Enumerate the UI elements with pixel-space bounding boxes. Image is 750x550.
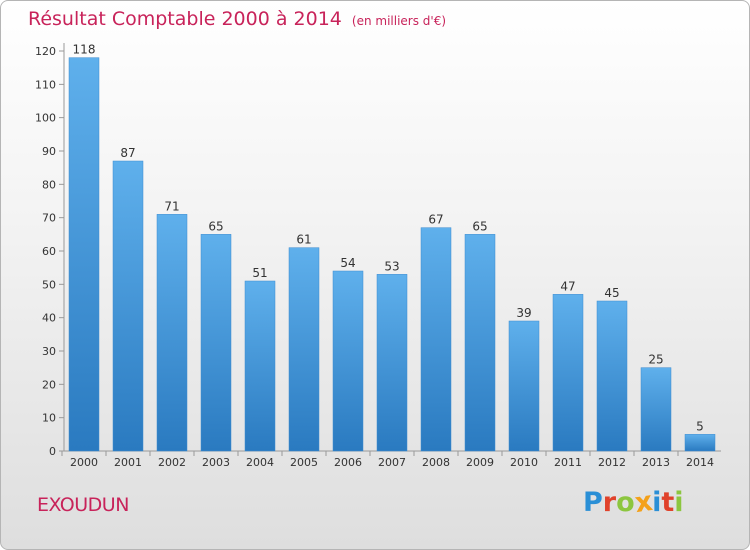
data-label-2009: 65: [472, 219, 487, 233]
logo-letter: r: [602, 487, 617, 518]
y-tick-label: 90: [42, 145, 56, 158]
y-tick-label: 80: [42, 178, 56, 191]
y-tick-label: 60: [42, 245, 56, 258]
title-unit: (en milliers d'€): [351, 14, 447, 28]
x-tick-label-2009: 2009: [466, 456, 494, 469]
y-tick-label: 20: [42, 378, 56, 391]
data-label-2002: 71: [164, 199, 179, 213]
town-name: EXOUDUN: [37, 494, 129, 516]
x-tick-label-2007: 2007: [378, 456, 406, 469]
bar-2008[interactable]: [420, 227, 452, 452]
data-label-2008: 67: [428, 213, 443, 227]
data-label-2007: 53: [384, 259, 399, 273]
x-tick-label-2006: 2006: [334, 456, 362, 469]
y-tick-label: 110: [35, 78, 56, 91]
data-label-2000: 118: [73, 43, 96, 57]
bar-2014[interactable]: [684, 434, 716, 452]
logo-letter: x: [632, 485, 655, 520]
x-tick-label-2005: 2005: [290, 456, 318, 469]
logo-letter: P: [583, 487, 603, 518]
bar-2005[interactable]: [288, 247, 320, 452]
x-tick-label-2002: 2002: [158, 456, 186, 469]
bar-2001[interactable]: [112, 160, 144, 452]
bar-2009[interactable]: [464, 234, 496, 452]
x-tick-label-2010: 2010: [510, 456, 538, 469]
data-label-2011: 47: [560, 279, 575, 293]
x-tick-label-2008: 2008: [422, 456, 450, 469]
bar-2002[interactable]: [156, 214, 188, 452]
data-label-2001: 87: [120, 146, 135, 160]
data-label-2005: 61: [296, 233, 311, 247]
y-tick-label: 0: [49, 445, 56, 458]
x-tick-label-2014: 2014: [686, 456, 714, 469]
x-tick-label-2003: 2003: [202, 456, 230, 469]
x-tick-label-2012: 2012: [598, 456, 626, 469]
bar-2010[interactable]: [508, 320, 540, 452]
data-label-2010: 39: [516, 306, 531, 320]
bar-2012[interactable]: [596, 300, 628, 452]
chart-title: Résultat Comptable 2000 à 2014 (en millie…: [28, 8, 446, 30]
bar-2007[interactable]: [376, 274, 408, 452]
logo-letter: o: [616, 487, 635, 518]
y-tick-label: 10: [42, 412, 56, 425]
data-label-2013: 25: [648, 353, 663, 367]
data-label-2006: 54: [340, 256, 355, 270]
data-label-2003: 65: [208, 219, 223, 233]
proxiti-logo[interactable]: Proxiti: [583, 485, 684, 520]
y-tick-label: 30: [42, 345, 56, 358]
logo-letter: i: [674, 487, 684, 518]
bar-2004[interactable]: [244, 280, 276, 452]
x-tick-label-2011: 2011: [554, 456, 582, 469]
data-label-2014: 5: [696, 419, 704, 433]
y-tick-label: 100: [35, 112, 56, 125]
y-tick-label: 50: [42, 278, 56, 291]
bar-2006[interactable]: [332, 270, 364, 452]
bar-2013[interactable]: [640, 367, 672, 452]
x-tick-label-2001: 2001: [114, 456, 142, 469]
x-tick-label-2000: 2000: [70, 456, 98, 469]
data-label-2004: 51: [252, 266, 267, 280]
logo-letter: t: [661, 487, 675, 518]
bar-2011[interactable]: [552, 294, 584, 452]
y-tick-label: 40: [42, 312, 56, 325]
title-text: Résultat Comptable 2000 à 2014: [28, 8, 342, 30]
x-tick-label-2004: 2004: [246, 456, 274, 469]
x-tick-label-2013: 2013: [642, 456, 670, 469]
bar-2000[interactable]: [68, 57, 100, 452]
data-label-2012: 45: [604, 286, 619, 300]
logo-letter: i: [652, 487, 662, 518]
y-tick-label: 120: [35, 45, 56, 58]
bar-2003[interactable]: [200, 234, 232, 452]
y-tick-label: 70: [42, 212, 56, 225]
